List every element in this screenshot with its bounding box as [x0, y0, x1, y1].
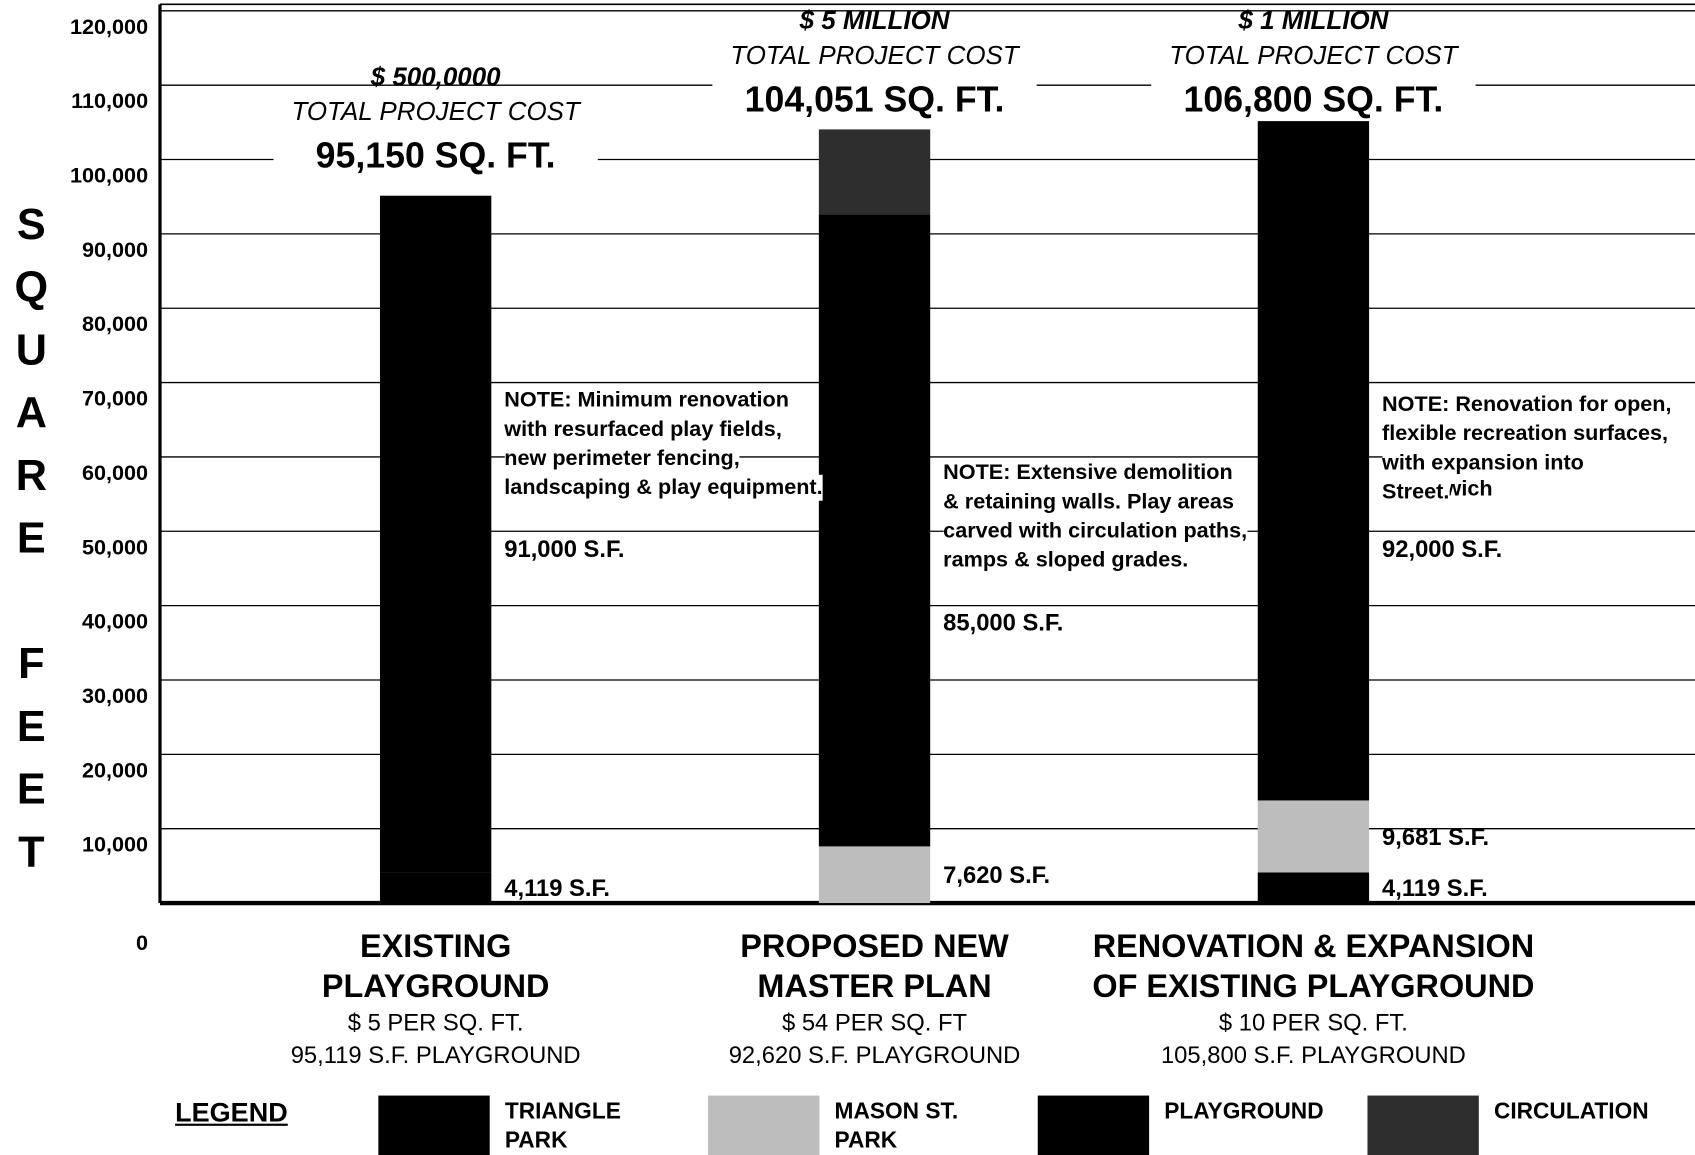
- y-tick-label: 60,000: [82, 460, 148, 485]
- total-label: 106,800 SQ. FT.: [1151, 77, 1476, 121]
- cost-caption: TOTAL PROJECT COST: [284, 97, 587, 129]
- y-tick-label: 10,000: [82, 832, 148, 857]
- legend-swatch: [708, 1095, 820, 1155]
- y-axis-title: SQUARE FEET: [7, 201, 56, 892]
- value-label: 7,620 S.F.: [943, 862, 1050, 889]
- total-label: 104,051 SQ. FT.: [712, 77, 1037, 121]
- legend-title: LEGEND: [175, 1097, 288, 1129]
- y-tick-label: 0: [136, 930, 148, 955]
- legend-label: TRIANGLE PARK: [504, 1098, 621, 1153]
- note-line: NOTE: Minimum renovation: [504, 387, 789, 414]
- playground-area-label: 92,620 S.F. PLAYGROUND: [728, 1041, 1021, 1069]
- bar-segment: [818, 129, 931, 215]
- y-tick-label: 120,000: [70, 14, 148, 39]
- x-category-label: PROPOSED NEW MASTER PLAN: [740, 929, 1009, 1005]
- playground-area-label: 105,800 S.F. PLAYGROUND: [1160, 1041, 1466, 1069]
- note-line: ramps & sloped grades.: [943, 547, 1189, 574]
- cost-label: $ 500,0000: [370, 62, 501, 92]
- legend-swatch: [378, 1095, 490, 1155]
- value-label: 92,000 S.F.: [1382, 536, 1502, 563]
- y-tick-label: 50,000: [82, 534, 148, 559]
- value-label: 91,000 S.F.: [504, 536, 624, 563]
- bar-segment: [379, 872, 492, 904]
- legend-label: CIRCULATION: [1493, 1098, 1649, 1124]
- rate-label: $ 10 PER SQ. FT.: [1218, 1009, 1408, 1037]
- note-line: with resurfaced play fields,: [504, 416, 782, 443]
- note-line: new perimeter fencing,: [504, 445, 740, 472]
- y-tick-label: 100,000: [70, 163, 148, 188]
- value-label: 85,000 S.F.: [943, 609, 1063, 636]
- value-label: 9,681 S.F.: [1382, 824, 1489, 851]
- y-tick-label: 40,000: [82, 609, 148, 634]
- rate-label: $ 5 PER SQ. FT.: [347, 1009, 524, 1037]
- value-label: 4,119 S.F.: [1382, 875, 1488, 902]
- cost-caption: TOTAL PROJECT COST: [1162, 41, 1465, 73]
- y-tick-label: 70,000: [82, 386, 148, 411]
- note-line: carved with circulation paths,: [943, 518, 1248, 544]
- y-tick-label: 30,000: [82, 683, 148, 708]
- y-tick-label: 80,000: [82, 311, 148, 336]
- cost-label: $ 1 MILLION: [1238, 6, 1389, 36]
- x-category-label: EXISTING PLAYGROUND: [321, 929, 550, 1005]
- playground-area-label: 95,119 S.F. PLAYGROUND: [290, 1041, 581, 1069]
- cost-caption: TOTAL PROJECT COST: [723, 41, 1026, 73]
- rate-label: $ 54 PER SQ. FT: [782, 1009, 968, 1037]
- note-line: Street.: [1382, 479, 1450, 506]
- y-tick-label: 90,000: [82, 237, 148, 262]
- bar-segment: [379, 195, 492, 873]
- value-label: 4,119 S.F.: [504, 875, 610, 902]
- legend-swatch: [1037, 1095, 1150, 1155]
- note-line: flexible recreation surfaces,: [1382, 420, 1669, 447]
- bar-segment: [1257, 800, 1370, 873]
- note-line: landscaping & play equipment.: [504, 474, 823, 501]
- legend-label: MASON ST. PARK: [834, 1098, 959, 1153]
- bar-segment: [818, 214, 931, 847]
- cost-label: $ 5 MILLION: [799, 6, 950, 36]
- bar-segment: [818, 846, 931, 904]
- note-line: NOTE: Renovation for open,: [1382, 391, 1672, 418]
- y-tick-label: 20,000: [82, 757, 148, 782]
- y-tick-label: 110,000: [71, 88, 148, 113]
- note-line: NOTE: Extensive demolition: [943, 459, 1233, 486]
- bar-segment: [1257, 872, 1370, 904]
- legend-swatch: [1367, 1095, 1479, 1155]
- x-category-label: RENOVATION & EXPANSION OF EXISTING PLAYG…: [1092, 929, 1535, 1005]
- total-label: 95,150 SQ. FT.: [273, 134, 598, 177]
- legend-label: PLAYGROUND: [1164, 1098, 1324, 1124]
- bar-segment: [1257, 116, 1370, 801]
- note-line: & retaining walls. Play areas: [943, 488, 1234, 515]
